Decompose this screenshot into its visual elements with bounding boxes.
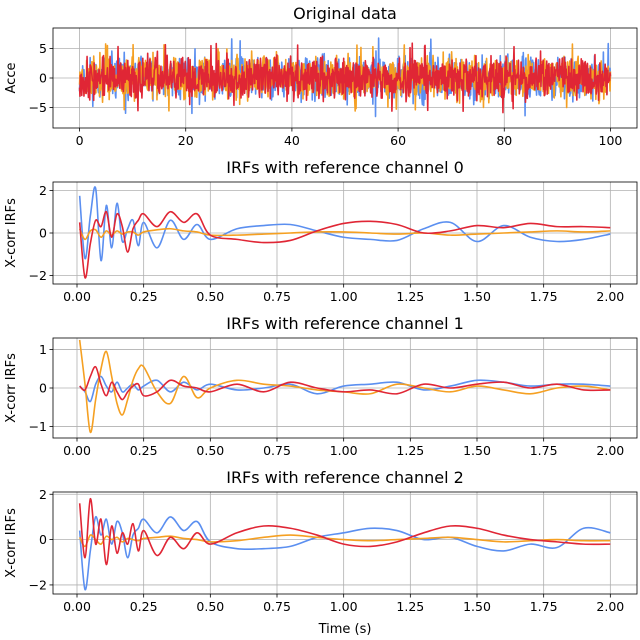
y-tick-label: −2 — [29, 268, 47, 283]
series-line-2 — [78, 210, 611, 279]
series-line-0 — [78, 186, 611, 262]
series-line-0 — [79, 375, 611, 403]
y-tick-label: −2 — [29, 577, 47, 592]
x-tick-label: 20 — [178, 133, 194, 148]
series-line-1 — [78, 227, 611, 241]
chart-title: IRFs with reference channel 2 — [226, 468, 464, 487]
x-tick-label: 0.25 — [130, 599, 158, 614]
x-tick-label: 0.75 — [263, 289, 291, 304]
x-tick-label: 2.00 — [596, 443, 624, 458]
x-tick-label: 80 — [496, 133, 512, 148]
x-tick-label: 0.00 — [63, 289, 91, 304]
x-tick-label: 1.25 — [396, 289, 424, 304]
series-line-2 — [78, 42, 612, 114]
x-tick-label: 0 — [76, 133, 84, 148]
x-tick-label: 1.75 — [530, 599, 558, 614]
x-tick-label: 100 — [599, 133, 623, 148]
chart-panel-3: 0.00 0.25 0.50 0.75 1.00 1.25 1.50 1.75 2.00 −2 0 2… — [4, 468, 638, 614]
x-tick-label: 1.50 — [463, 289, 491, 304]
x-tick-label: 1.00 — [330, 599, 358, 614]
x-tick-label: 0.00 — [63, 443, 91, 458]
series-line-2 — [78, 497, 611, 566]
x-tick-label: 1.50 — [463, 443, 491, 458]
x-tick-label: 0.50 — [196, 599, 224, 614]
y-axis-label: X-corr IRFs — [4, 198, 19, 268]
y-tick-label: 0 — [39, 71, 47, 86]
x-tick-label: 0.75 — [263, 599, 291, 614]
x-tick-label: 0.25 — [130, 443, 158, 458]
series-line-0 — [78, 516, 611, 591]
y-axis-label: X-corr IRFs — [4, 508, 19, 578]
y-tick-label: 1 — [39, 342, 47, 357]
x-tick-label: 2.00 — [596, 599, 624, 614]
series-line-1 — [78, 534, 611, 548]
series-line-2 — [79, 365, 611, 401]
chart-panel-1: 0.00 0.25 0.50 0.75 1.00 1.25 1.50 1.75 2.00 −2 0 2… — [4, 158, 638, 304]
x-tick-label: 1.75 — [530, 443, 558, 458]
series-line-1 — [78, 339, 611, 434]
chart-title: IRFs with reference channel 0 — [226, 158, 464, 177]
y-tick-label: 0 — [39, 381, 47, 396]
y-axis-label: X-corr IRFs — [4, 353, 19, 423]
y-tick-label: 2 — [39, 487, 47, 502]
x-tick-label: 1.75 — [530, 289, 558, 304]
x-tick-label: 1.25 — [396, 443, 424, 458]
y-tick-label: −5 — [29, 100, 47, 115]
chart-panel-0: 0 20 40 60 80 100 −5 0 5 Original data Acce — [4, 4, 638, 148]
x-tick-label: 0.50 — [196, 289, 224, 304]
plot-frame — [52, 491, 638, 595]
x-tick-label: 1.25 — [396, 599, 424, 614]
x-tick-label: 0.25 — [130, 289, 158, 304]
x-tick-label: 2.00 — [596, 289, 624, 304]
series-group — [78, 497, 611, 591]
chart-panel-2: 0.00 0.25 0.50 0.75 1.00 1.25 1.50 1.75 2.00 −1 0 1… — [4, 314, 638, 458]
y-tick-label: −1 — [29, 419, 47, 434]
chart-title: Original data — [293, 4, 397, 23]
x-tick-label: 0.00 — [63, 599, 91, 614]
x-tick-label: 1.00 — [330, 289, 358, 304]
x-tick-label: 1.00 — [330, 443, 358, 458]
y-tick-label: 5 — [39, 41, 47, 56]
x-tick-label: 0.75 — [263, 443, 291, 458]
chart-title: IRFs with reference channel 1 — [226, 314, 464, 333]
x-axis-label: Time (s) — [318, 622, 372, 637]
x-tick-label: 40 — [284, 133, 300, 148]
x-tick-label: 0.50 — [196, 443, 224, 458]
series-group — [78, 186, 611, 279]
series-group — [78, 37, 612, 118]
series-group — [78, 339, 611, 434]
y-axis-label: Acce — [4, 63, 19, 94]
y-tick-label: 2 — [39, 183, 47, 198]
y-tick-label: 0 — [39, 532, 47, 547]
x-tick-label: 60 — [390, 133, 406, 148]
x-tick-label: 1.50 — [463, 599, 491, 614]
y-tick-label: 0 — [39, 226, 47, 241]
